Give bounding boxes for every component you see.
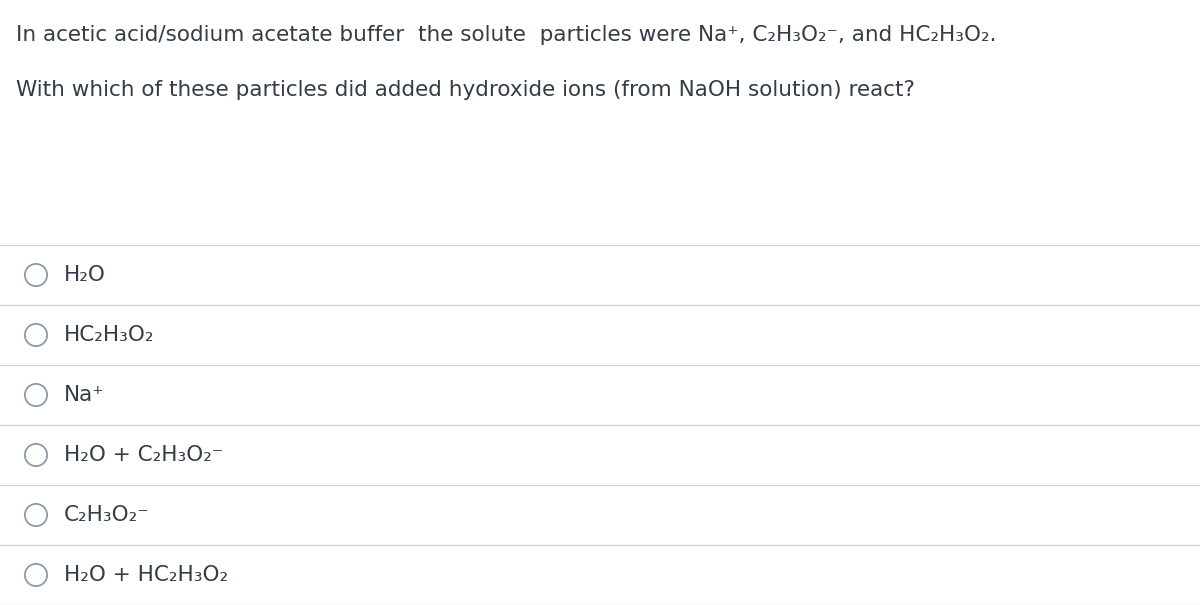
Text: H₂O + C₂H₃O₂⁻: H₂O + C₂H₃O₂⁻ — [64, 445, 223, 465]
Text: C₂H₃O₂⁻: C₂H₃O₂⁻ — [64, 505, 149, 525]
Text: With which of these particles did added hydroxide ions (from NaOH solution) reac: With which of these particles did added … — [16, 80, 914, 100]
Text: H₂O + HC₂H₃O₂: H₂O + HC₂H₃O₂ — [64, 565, 228, 585]
Text: Na⁺: Na⁺ — [64, 385, 104, 405]
Text: In acetic acid/sodium acetate buffer  the solute  particles were Na⁺, C₂H₃O₂⁻, a: In acetic acid/sodium acetate buffer the… — [16, 25, 996, 45]
Text: H₂O: H₂O — [64, 265, 106, 285]
Text: HC₂H₃O₂: HC₂H₃O₂ — [64, 325, 154, 345]
